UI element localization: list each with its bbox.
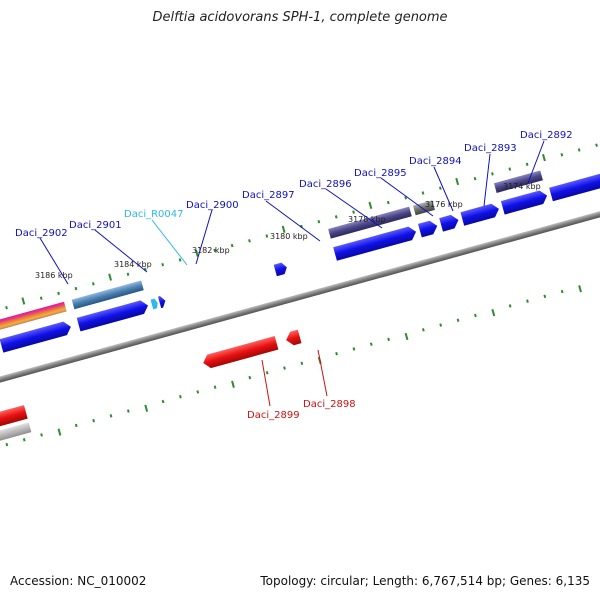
cog-bar-lightgray [0, 422, 32, 445]
gene-label-daci-2893: Daci_2893 [464, 143, 517, 154]
cog-bar-multi [0, 301, 67, 331]
gene-arrow-daci-2892 [500, 190, 548, 215]
kbp-label: 3174 kbp [503, 182, 541, 191]
gene-arrow-daci-2894 [439, 214, 459, 232]
kbp-label: 3184 kbp [114, 260, 152, 269]
gene-arrow-daci-r0047 [150, 298, 158, 310]
gene-leader-lines [39, 140, 545, 407]
gene-label-daci-r0047: Daci_R0047 [124, 209, 184, 220]
kbp-scale-labels: 3186 kbp 3184 kbp 3182 kbp 3180 kbp 3178… [35, 182, 541, 280]
kbp-label: 3176 kbp [425, 200, 463, 209]
gene-label-daci-2892: Daci_2892 [520, 130, 573, 141]
lower-tick-track [5, 285, 582, 447]
gene-arrow-daci-2902 [0, 321, 71, 353]
gene-label-daci-2902: Daci_2902 [15, 228, 68, 239]
cog-bar-gray [412, 200, 435, 216]
gene-label-daci-2894: Daci_2894 [409, 156, 462, 167]
gene-label-daci-2899: Daci_2899 [247, 410, 300, 421]
gene-arrow-prev [0, 405, 28, 431]
gene-arrow-daci-2900 [157, 296, 166, 309]
gene-arrow-daci-2893 [460, 203, 499, 226]
gene-label-daci-2900: Daci_2900 [186, 200, 239, 211]
gene-arrow-next [549, 169, 600, 202]
gene-arrow-daci-2897 [273, 262, 287, 277]
gene-arrow-daci-2901 [76, 300, 149, 332]
gene-label-daci-2897: Daci_2897 [242, 190, 295, 201]
gene-label-daci-2898: Daci_2898 [303, 399, 356, 410]
forward-gene-track [0, 169, 600, 353]
upper-tick-track [5, 143, 598, 310]
cog-bar-steel [71, 280, 144, 310]
gene-arrow-daci-2895 [418, 220, 438, 238]
accession-text: Accession: NC_010002 [10, 574, 147, 588]
kbp-label: 3182 kbp [192, 246, 230, 255]
kbp-label: 3186 kbp [35, 271, 73, 280]
gene-label-daci-2901: Daci_2901 [69, 220, 122, 231]
genome-track [0, 143, 600, 447]
gene-label-daci-2896: Daci_2896 [299, 179, 352, 190]
gene-labels: Daci_2902 Daci_2901 Daci_R0047 Daci_2900… [15, 130, 573, 421]
genome-backbone [0, 187, 600, 407]
kbp-label: 3180 kbp [270, 232, 308, 241]
gene-arrow-daci-2899 [203, 336, 279, 369]
gene-arrow-daci-2898 [286, 329, 302, 346]
cog-bar-purple [328, 206, 412, 239]
kbp-label: 3178 kbp [348, 215, 386, 224]
gene-arrow-daci-2896 [333, 226, 417, 261]
reverse-gene-track [0, 329, 302, 431]
genome-summary-text: Topology: circular; Length: 6,767,514 bp… [260, 574, 590, 588]
genome-title: Delftia acidovorans SPH-1, complete geno… [152, 10, 448, 25]
gene-label-daci-2895: Daci_2895 [354, 168, 407, 179]
